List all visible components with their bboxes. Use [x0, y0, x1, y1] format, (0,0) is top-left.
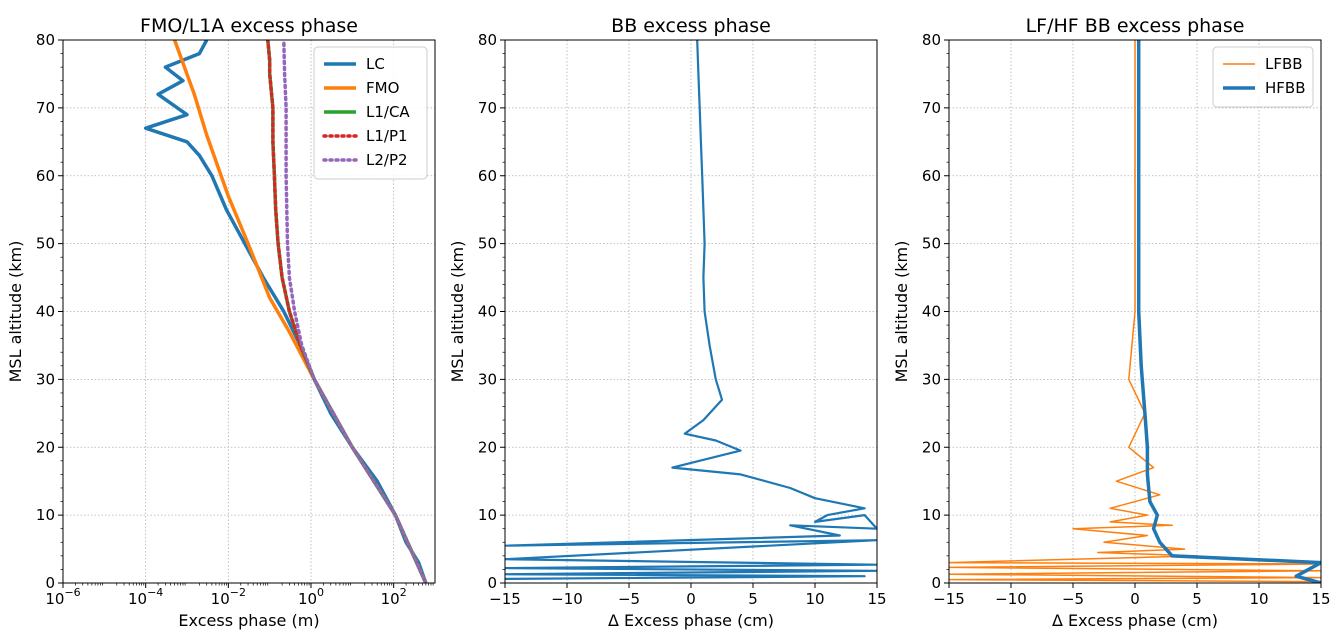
- x-tick-label: 5: [1192, 590, 1202, 608]
- x-tick-label: 10: [805, 590, 824, 608]
- x-tick-label: 15: [867, 590, 886, 608]
- panel-2: −15 −10 −5 0 5 10 15 0 10 20 30 40 50 60 70 80 BB excess…: [448, 15, 887, 630]
- y-tick-label: 70: [478, 99, 497, 117]
- chart-title: BB excess phase: [611, 15, 771, 37]
- y-tick-label: 10: [478, 506, 497, 524]
- y-axis-label: MSL altitude (km): [448, 241, 467, 383]
- legend-label: L2/P2: [366, 151, 408, 169]
- x-tick-label: −15: [933, 590, 965, 608]
- legend-label: LFBB: [1265, 55, 1303, 73]
- y-tick-label: 70: [36, 99, 55, 117]
- chart-title: FMO/L1A excess phase: [140, 15, 358, 37]
- legend-label: L1/CA: [366, 103, 410, 121]
- x-tick-label: 10−2: [211, 586, 246, 608]
- x-tick-label: 15: [1311, 590, 1330, 608]
- chart-title: LF/HF BB excess phase: [1026, 15, 1245, 37]
- y-tick-label: 40: [478, 303, 497, 321]
- y-tick-label: 10: [36, 506, 55, 524]
- y-tick-label: 10: [922, 506, 941, 524]
- y-tick-label: 30: [922, 370, 941, 388]
- y-tick-label: 20: [478, 438, 497, 456]
- y-tick-label: 40: [36, 303, 55, 321]
- legend: LFBB HFBB: [1213, 47, 1313, 107]
- x-tick-label: −10: [995, 590, 1027, 608]
- y-tick-label: 60: [36, 167, 55, 185]
- x-tick-label: −15: [489, 590, 521, 608]
- panel-1: 10−6 10−4 10−2 100 10201020304050607080FMO/L…: [6, 15, 435, 630]
- x-tick-label: −10: [551, 590, 583, 608]
- x-tick-label: 10: [1249, 590, 1268, 608]
- x-tick-label: 10−4: [128, 586, 163, 608]
- legend-label: L1/P1: [366, 127, 408, 145]
- x-tick-label: 0: [1130, 590, 1140, 608]
- x-tick-label: 5: [748, 590, 758, 608]
- x-axis-label: Excess phase (m): [178, 611, 319, 630]
- y-tick-label: 20: [36, 438, 55, 456]
- y-tick-label: 50: [36, 235, 55, 253]
- y-tick-label: 80: [478, 31, 497, 49]
- y-tick-label: 0: [45, 574, 55, 592]
- y-tick-label: 40: [922, 303, 941, 321]
- legend: LC FMO L1/CA L1/P1 L2/P2: [314, 47, 427, 179]
- y-tick-label: 50: [478, 235, 497, 253]
- legend-label: FMO: [366, 79, 399, 97]
- panel-3: −15 −10 −5 0 5 10 15 0 10 20 30 40 50 60 70 80 LF/HF BB …: [892, 15, 1331, 630]
- x-tick-label: 0: [686, 590, 696, 608]
- y-tick-label: 20: [922, 438, 941, 456]
- y-tick-label: 0: [931, 574, 941, 592]
- y-tick-label: 60: [922, 167, 941, 185]
- series-line-lfbb: [949, 40, 1321, 582]
- y-axis-label: MSL altitude (km): [892, 241, 911, 383]
- x-tick-label: 102: [381, 586, 407, 608]
- x-tick-label: −5: [618, 590, 640, 608]
- y-tick-label: 80: [922, 31, 941, 49]
- y-tick-label: 80: [36, 31, 55, 49]
- x-tick-label: 100: [298, 586, 324, 608]
- legend-label: HFBB: [1265, 79, 1306, 97]
- grid: [505, 40, 877, 583]
- y-tick-label: 50: [922, 235, 941, 253]
- x-axis-label: Δ Excess phase (cm): [608, 611, 774, 630]
- y-tick-label: 0: [487, 574, 497, 592]
- x-axis-label: Δ Excess phase (cm): [1052, 611, 1218, 630]
- y-tick-label: 30: [36, 370, 55, 388]
- y-tick-label: 60: [478, 167, 497, 185]
- y-axis-label: MSL altitude (km): [6, 241, 25, 383]
- y-tick-label: 70: [922, 99, 941, 117]
- legend-label: LC: [366, 55, 385, 73]
- x-tick-label: −5: [1062, 590, 1084, 608]
- y-tick-label: 30: [478, 370, 497, 388]
